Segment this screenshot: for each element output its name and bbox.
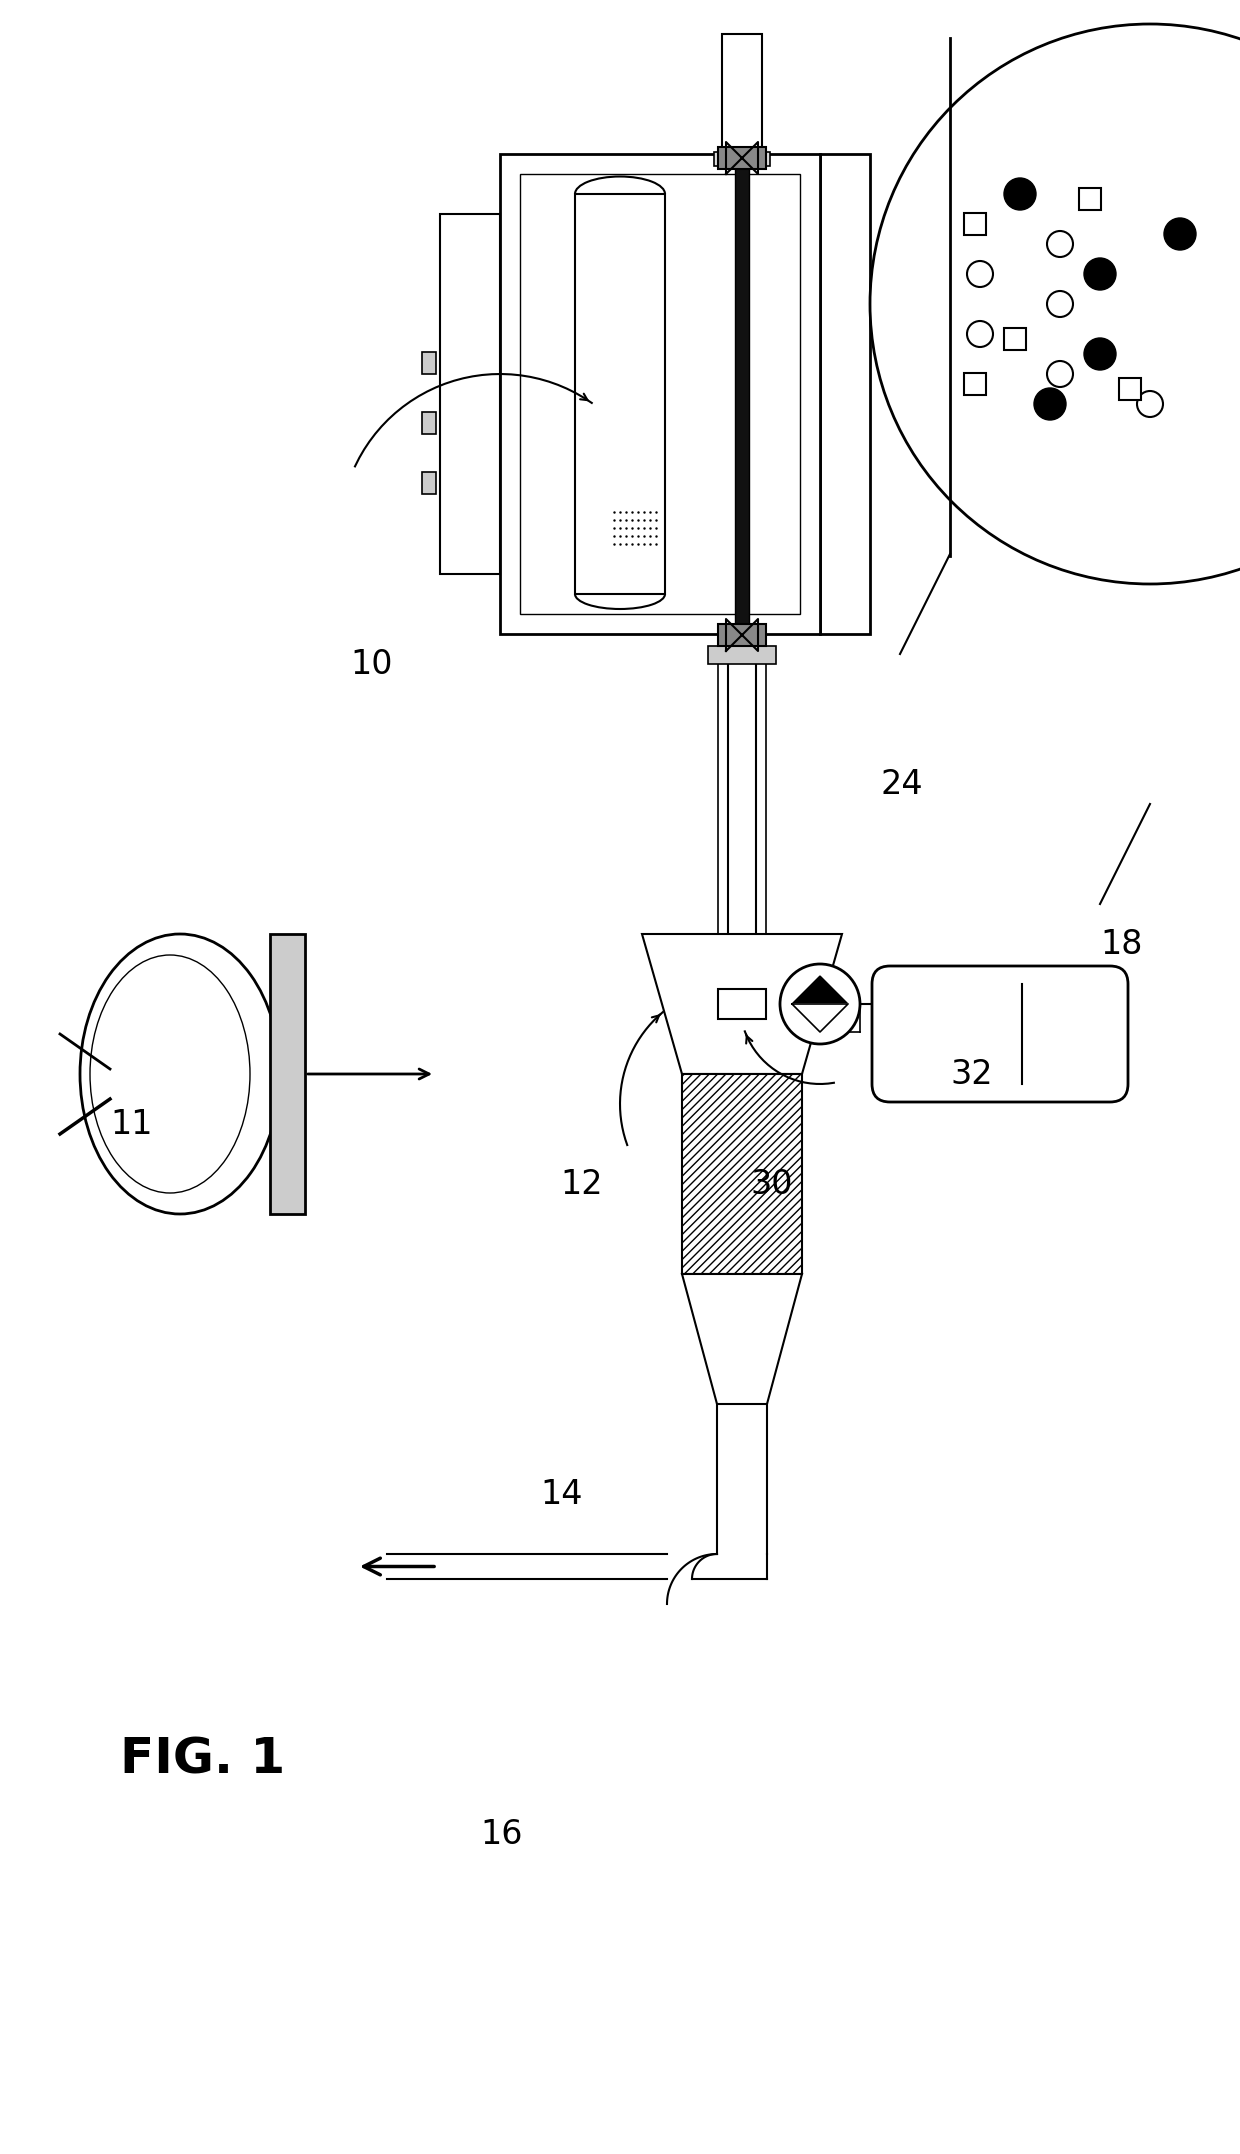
Circle shape <box>1047 362 1073 388</box>
FancyBboxPatch shape <box>872 965 1128 1103</box>
Ellipse shape <box>81 935 280 1215</box>
Ellipse shape <box>91 954 250 1193</box>
Circle shape <box>1137 392 1163 418</box>
Circle shape <box>1047 230 1073 256</box>
Bar <box>718 146 766 168</box>
Bar <box>718 989 766 1019</box>
Bar <box>500 153 820 633</box>
Bar <box>422 351 436 375</box>
Circle shape <box>967 261 993 286</box>
Text: 32: 32 <box>950 1058 993 1090</box>
Bar <box>963 373 986 394</box>
Circle shape <box>1047 291 1073 317</box>
Polygon shape <box>642 935 842 1075</box>
Polygon shape <box>792 976 848 1004</box>
Bar <box>682 1075 802 1273</box>
Bar <box>422 472 436 493</box>
Text: 14: 14 <box>539 1478 583 1510</box>
Circle shape <box>1084 258 1116 291</box>
Polygon shape <box>792 1004 848 1032</box>
Bar <box>714 153 770 166</box>
Bar <box>708 646 776 663</box>
Bar <box>1118 377 1141 401</box>
Circle shape <box>1034 388 1066 420</box>
Text: 12: 12 <box>560 1167 603 1202</box>
Bar <box>820 153 870 633</box>
Polygon shape <box>682 1273 802 1404</box>
Bar <box>1079 187 1101 209</box>
Circle shape <box>1164 218 1197 250</box>
Bar <box>718 625 766 646</box>
Text: 11: 11 <box>110 1107 153 1142</box>
Bar <box>1004 327 1025 349</box>
Text: FIG. 1: FIG. 1 <box>120 1736 285 1784</box>
Bar <box>735 153 749 633</box>
Bar <box>520 174 800 614</box>
Circle shape <box>780 965 861 1045</box>
Bar <box>963 213 986 235</box>
Circle shape <box>967 321 993 347</box>
Bar <box>440 213 500 573</box>
Circle shape <box>1084 338 1116 370</box>
Bar <box>722 34 763 153</box>
Bar <box>422 411 436 433</box>
Bar <box>270 935 305 1215</box>
Text: 10: 10 <box>350 648 393 681</box>
Circle shape <box>1004 179 1035 209</box>
Bar <box>575 194 665 595</box>
Text: 18: 18 <box>1100 928 1142 961</box>
Circle shape <box>870 24 1240 584</box>
Text: 30: 30 <box>750 1167 792 1202</box>
Text: 16: 16 <box>480 1818 522 1850</box>
Text: 24: 24 <box>880 769 923 801</box>
